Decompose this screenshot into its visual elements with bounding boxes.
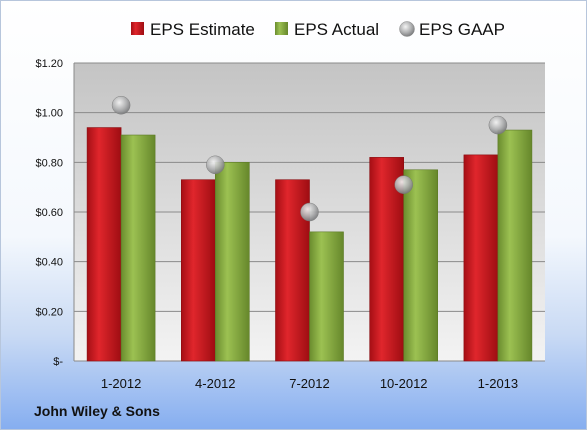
estimate-swatch (131, 22, 144, 35)
legend: EPS Estimate EPS Actual EPS GAAP (131, 20, 505, 39)
y-tick-label: $1.00 (35, 108, 63, 120)
estimate-bar (463, 154, 499, 362)
estimate-bar (181, 179, 216, 362)
gaap-marker (394, 175, 413, 194)
estimate-bar (86, 127, 122, 362)
x-tick-label: 10-2012 (380, 376, 428, 391)
legend-item-estimate: EPS Estimate (131, 20, 255, 39)
legend-label: EPS Actual (294, 20, 379, 39)
x-tick-label: 1-2013 (478, 376, 518, 391)
legend-label: EPS GAAP (419, 20, 505, 39)
actual-swatch (275, 22, 288, 35)
actual-bar (497, 129, 533, 362)
x-tick-label: 4-2012 (195, 376, 235, 391)
x-tick-label: 1-2012 (101, 376, 141, 391)
gaap-marker (111, 95, 131, 115)
legend-item-gaap: EPS GAAP (399, 20, 505, 39)
gaap-markers (111, 95, 508, 222)
x-tick-label: 7-2012 (289, 376, 329, 391)
y-axis: $- $0.20 $0.40 $0.60 $0.80 $1.00 $1.20 (35, 58, 75, 368)
gaap-marker (206, 155, 225, 175)
gaap-swatch (399, 21, 415, 37)
y-tick-label: $0.40 (35, 257, 63, 269)
legend-item-actual: EPS Actual (275, 20, 379, 39)
actual-bar (120, 134, 156, 362)
x-axis: 1-2012 4-2012 7-2012 10-2012 1-2013 (101, 376, 518, 391)
company-label: John Wiley & Sons (34, 403, 160, 419)
actual-bar (215, 162, 250, 362)
y-tick-label: $0.20 (35, 306, 63, 318)
legend-label: EPS Estimate (150, 20, 255, 39)
gaap-marker (300, 202, 319, 222)
y-tick-label: $0.80 (35, 157, 63, 169)
y-tick-label: $- (53, 356, 63, 368)
y-tick-label: $1.20 (35, 58, 63, 70)
y-tick-label: $0.60 (35, 207, 63, 219)
actual-bar (403, 169, 439, 362)
gaap-marker (488, 115, 508, 135)
actual-bar (309, 231, 344, 362)
bars (86, 127, 533, 362)
